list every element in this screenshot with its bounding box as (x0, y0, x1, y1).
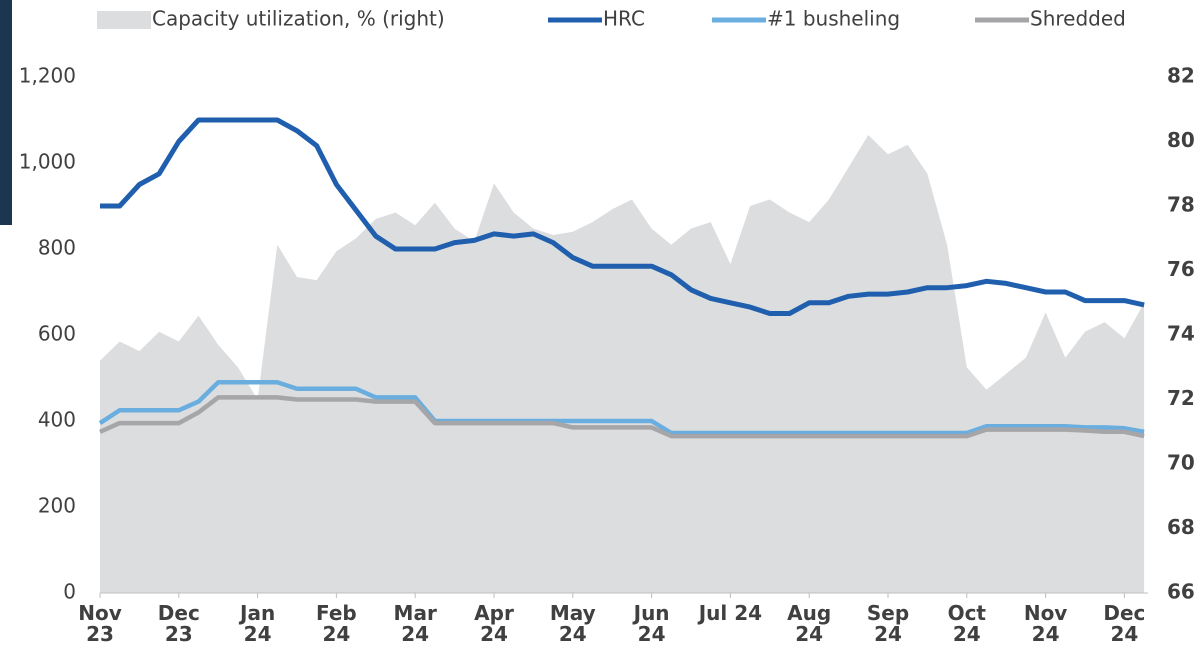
y2-tick-label: 66 (1167, 580, 1195, 604)
legend-label: Shredded (1030, 7, 1126, 31)
y2-tick-label: 70 (1167, 451, 1195, 475)
legend-label: HRC (603, 7, 645, 31)
x-tick-label: Jul 24 (698, 601, 763, 625)
y-tick-label: 600 (38, 322, 76, 346)
background-fragment (0, 0, 12, 225)
y-tick-label: 200 (38, 494, 76, 518)
x-tick-label: Jan 24 (240, 601, 276, 646)
y2-tick-label: 68 (1167, 515, 1195, 539)
x-tick-label: Nov 24 (1023, 601, 1068, 646)
y2-tick-label: 80 (1167, 128, 1195, 152)
y2-tick-label: 78 (1167, 193, 1195, 217)
y-tick-label: 0 (63, 580, 76, 604)
legend-label: Capacity utilization, % (right) (152, 7, 445, 31)
y-tick-label: 1,000 (19, 150, 76, 174)
x-tick-label: Sep 24 (866, 601, 910, 646)
x-tick-label: May 24 (549, 601, 596, 646)
x-tick-label: Mar 24 (393, 601, 437, 646)
y2-tick-label: 76 (1167, 257, 1195, 281)
y-tick-label: 800 (38, 236, 76, 260)
series-line (98, 380, 1145, 436)
x-tick-label: Apr 24 (474, 601, 514, 646)
x-tick-label: Oct 24 (947, 601, 986, 646)
legend-swatch (97, 11, 151, 29)
x-tick-label: Feb 24 (316, 601, 357, 646)
y-tick-label: 400 (38, 408, 76, 432)
y2-tick-label: 74 (1167, 322, 1195, 346)
y-tick-label: 1,200 (19, 64, 76, 88)
x-tick-label: Dec 24 (1103, 601, 1146, 646)
capacity-area (100, 135, 1145, 593)
x-tick-label: Jun 24 (633, 601, 670, 646)
series-line (100, 117, 1145, 316)
x-tick-label: Aug 24 (787, 601, 832, 646)
series-line (99, 395, 1145, 439)
y2-tick-label: 82 (1167, 64, 1195, 88)
x-tick-label: Dec 23 (157, 601, 200, 646)
x-tick-label: Nov 23 (78, 601, 122, 646)
legend-label: #1 busheling (767, 7, 900, 31)
y2-tick-label: 72 (1167, 386, 1195, 410)
